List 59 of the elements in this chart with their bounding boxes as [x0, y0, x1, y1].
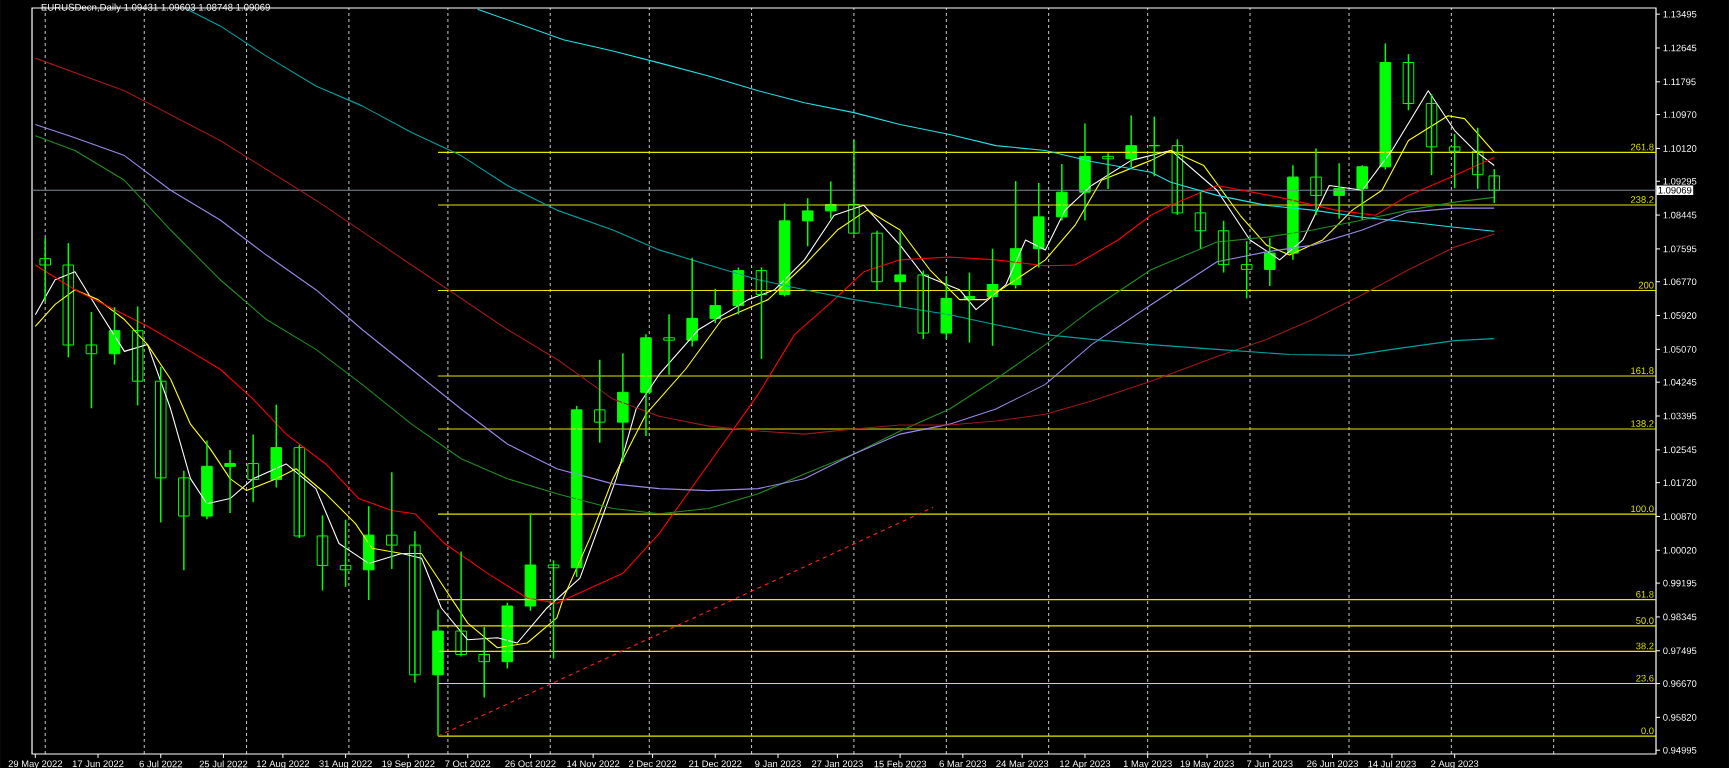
- x-tick-label: 6 Jul 2022: [139, 760, 182, 768]
- y-tick-label: 1.06770: [1663, 278, 1697, 286]
- y-tick-label: 1.12645: [1663, 44, 1697, 52]
- x-tick-label: 12 Apr 2023: [1060, 760, 1111, 769]
- x-tick-label: 7 Jun 2023: [1247, 760, 1293, 768]
- x-tick-label: 19 May 2023: [1180, 760, 1234, 769]
- y-tick-label: 1.11795: [1663, 78, 1696, 86]
- series-label: 61.8: [1636, 591, 1654, 598]
- x-tick-label: 19 Sep 2022: [382, 760, 435, 769]
- x-tick-label: 26 Oct 2022: [505, 760, 556, 768]
- x-tick-label: 29 May 2022: [8, 760, 63, 769]
- x-tick-label: 21 Dec 2022: [689, 760, 742, 768]
- x-tick-label: 31 Aug 2022: [319, 760, 372, 769]
- x-tick-label: 14 Jul 2023: [1368, 760, 1416, 768]
- y-tick-label: 1.10970: [1663, 111, 1697, 118]
- x-tick-label: 9 Jan 2023: [755, 760, 801, 768]
- y-tick-label: 0.95820: [1663, 714, 1697, 721]
- y-tick-label: 1.13495: [1663, 10, 1697, 18]
- series-label: 23.6: [1636, 674, 1654, 682]
- y-tick-label: 1.05920: [1663, 312, 1697, 319]
- y-tick-label: 1.10120: [1663, 145, 1697, 152]
- chart-title: EURUSDecn,Daily 1.09431 1.09603 1.08748 1.09069: [41, 3, 270, 13]
- y-tick-label: 0.99195: [1663, 579, 1697, 587]
- x-tick-label: 25 Jul 2022: [199, 760, 248, 768]
- y-tick-label: 1.03395: [1663, 412, 1697, 420]
- x-tick-label: 14 Nov 2022: [567, 760, 620, 768]
- series-label: 100.0: [1631, 505, 1654, 513]
- y-tick-label: 0.94995: [1663, 746, 1697, 754]
- series-label: 161.8: [1631, 367, 1654, 375]
- y-tick-label: 0.96670: [1663, 680, 1697, 687]
- x-tick-label: 24 Mar 2023: [996, 760, 1049, 768]
- x-tick-label: 15 Feb 2023: [874, 760, 927, 768]
- x-tick-label: 17 Jun 2022: [72, 760, 124, 768]
- x-tick-label: 6 Mar 2023: [939, 760, 987, 768]
- y-tick-label: 0.97495: [1663, 647, 1697, 655]
- series-label: 0.0: [1641, 727, 1654, 735]
- y-tick-label: 0.98345: [1663, 613, 1697, 621]
- y-tick-label: 1.00870: [1663, 513, 1697, 520]
- x-tick-label: 7 Oct 2022: [445, 760, 491, 768]
- y-tick-label: 1.00020: [1663, 547, 1697, 554]
- x-tick-label: 1 May 2023: [1123, 760, 1172, 769]
- y-tick-label: 1.08445: [1663, 211, 1697, 219]
- x-tick-label: 26 Jun 2023: [1307, 760, 1358, 768]
- series-label: 38.2: [1636, 642, 1654, 650]
- y-tick-label: 1.04245: [1663, 378, 1697, 386]
- series-label: 261.8: [1630, 143, 1654, 151]
- y-tick-label: 1.01720: [1663, 479, 1697, 487]
- y-tick-label: 1.07595: [1663, 245, 1697, 253]
- x-tick-label: 2 Dec 2022: [629, 760, 677, 768]
- series-label: 200: [1638, 281, 1654, 289]
- y-tick-label: 1.02545: [1663, 446, 1697, 454]
- x-tick-label: 12 Aug 2022: [256, 760, 310, 769]
- x-tick-label: 27 Jan 2023: [812, 760, 863, 768]
- series-label: 238.2: [1630, 196, 1654, 203]
- ref-line-label: 1.09069: [1658, 186, 1692, 194]
- series-label: 138.2: [1631, 420, 1654, 427]
- y-tick-label: 1.05070: [1663, 346, 1697, 353]
- series-label: 50.0: [1636, 617, 1654, 624]
- y-tick-label: 1.09295: [1663, 177, 1697, 185]
